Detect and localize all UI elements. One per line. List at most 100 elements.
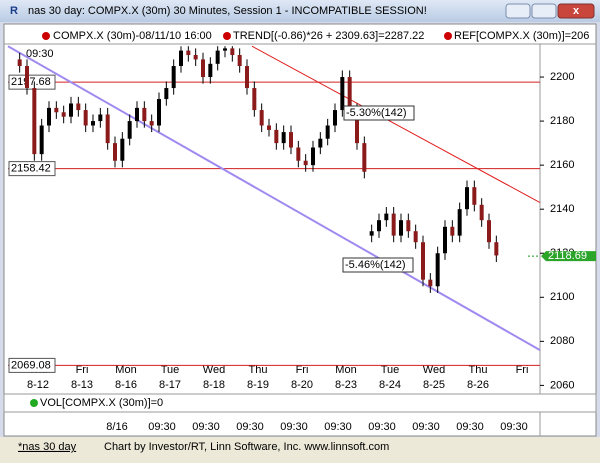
candle-body xyxy=(457,209,462,236)
candle-body xyxy=(193,55,198,60)
ref-label-box xyxy=(8,161,56,177)
candle-body xyxy=(25,66,29,89)
candle-body xyxy=(61,112,66,117)
time-label: 09:30 xyxy=(456,421,484,433)
candle-body xyxy=(76,103,81,111)
candle-body xyxy=(113,143,117,161)
candle-body xyxy=(17,59,22,67)
title-bar xyxy=(0,0,600,22)
day-name: Thu xyxy=(249,364,268,376)
tab[interactable]: *nas 30 day xyxy=(18,441,77,453)
candle-body xyxy=(289,132,293,148)
candle-body xyxy=(105,114,110,144)
candle-body xyxy=(237,55,242,67)
credit: Chart by Investor/RT, Linn Software, Inc… xyxy=(104,441,389,453)
day-name: Thu xyxy=(469,364,488,376)
legend-dot xyxy=(42,32,50,40)
annotation: -5.46%(142) xyxy=(345,259,406,271)
ref-label-box xyxy=(8,357,56,373)
day-date: 8-18 xyxy=(203,379,225,391)
candle-body xyxy=(421,242,425,280)
candle-body xyxy=(245,66,249,89)
candle-body xyxy=(494,242,499,256)
day-name: Mon xyxy=(335,364,356,376)
candle-body xyxy=(149,121,154,126)
volume-dot xyxy=(30,399,38,407)
trendline xyxy=(7,45,541,352)
candle-body xyxy=(391,213,396,236)
legend-symbol: COMPX.X (30m)-08/11/10 16:00 xyxy=(53,30,212,42)
last-price-arrow xyxy=(541,251,596,262)
candle-body xyxy=(384,213,389,221)
time-label: 09:30 xyxy=(236,421,264,433)
last-price: 2118.69 xyxy=(548,250,587,262)
candle-body xyxy=(179,50,183,67)
candle-body xyxy=(230,48,235,56)
candle-body xyxy=(91,121,95,126)
candle-body xyxy=(435,253,440,287)
candle-body xyxy=(428,279,433,287)
candle-body xyxy=(267,125,271,130)
candle-body xyxy=(83,110,88,126)
ref-label: 2197.68 xyxy=(11,76,51,88)
candle-body xyxy=(399,220,403,236)
candle-body xyxy=(362,143,367,172)
candle-body xyxy=(377,220,381,232)
day-date: 8-24 xyxy=(379,379,401,391)
candle-body xyxy=(39,125,44,155)
day-date: 8-19 xyxy=(247,379,269,391)
candle-body xyxy=(465,187,469,210)
day-name: Wed xyxy=(423,364,445,376)
candle-body xyxy=(47,107,51,126)
candle-body xyxy=(281,132,286,144)
minimize-button[interactable] xyxy=(505,3,531,19)
y-tick-label: 2160 xyxy=(550,159,574,171)
annotation: -5.30%(142) xyxy=(346,107,407,119)
close-button[interactable] xyxy=(557,3,595,19)
candle-body xyxy=(479,204,484,221)
candle-body xyxy=(333,110,337,126)
legend-dot xyxy=(444,32,452,40)
candle-body xyxy=(325,125,330,139)
candle-body xyxy=(406,220,411,232)
candle-body xyxy=(303,160,308,166)
day-date: 8-12 xyxy=(27,379,49,391)
time-label: 09:30 xyxy=(368,421,396,433)
y-tick-label: 2180 xyxy=(550,115,574,127)
annotation-box xyxy=(343,105,415,121)
day-name: Fri xyxy=(296,364,309,376)
volume-pane xyxy=(3,393,597,413)
candle-body xyxy=(171,66,176,89)
candle-body xyxy=(120,138,125,161)
day-name: Fri xyxy=(76,364,89,376)
ref-label: 2069.08 xyxy=(11,359,51,371)
candle-body xyxy=(369,231,374,236)
candle-body xyxy=(355,110,359,144)
candle-body xyxy=(450,226,455,236)
time-label: 09:30 xyxy=(412,421,440,433)
y-tick-label: 2200 xyxy=(550,71,574,83)
time-label: 09:30 xyxy=(500,421,528,433)
session-time: 09:30 xyxy=(26,48,54,60)
trendline xyxy=(251,45,541,204)
day-date: 8-25 xyxy=(423,379,445,391)
candle-body xyxy=(208,63,213,78)
legend-dot xyxy=(223,32,231,40)
candle-body xyxy=(135,107,139,122)
candle-body xyxy=(274,129,279,144)
maximize-button[interactable] xyxy=(531,3,557,19)
day-date: 8-26 xyxy=(467,379,489,391)
candle-body xyxy=(347,77,352,111)
close-icon: x xyxy=(573,5,580,17)
time-label: 09:30 xyxy=(192,421,220,433)
candle-body xyxy=(186,50,191,56)
day-date: 8-13 xyxy=(71,379,93,391)
candle-body xyxy=(98,114,103,122)
candle-body xyxy=(127,121,132,139)
day-name: Wed xyxy=(203,364,225,376)
day-date: 8-16 xyxy=(115,379,137,391)
candle-body xyxy=(69,103,73,117)
day-date: 8-23 xyxy=(335,379,357,391)
